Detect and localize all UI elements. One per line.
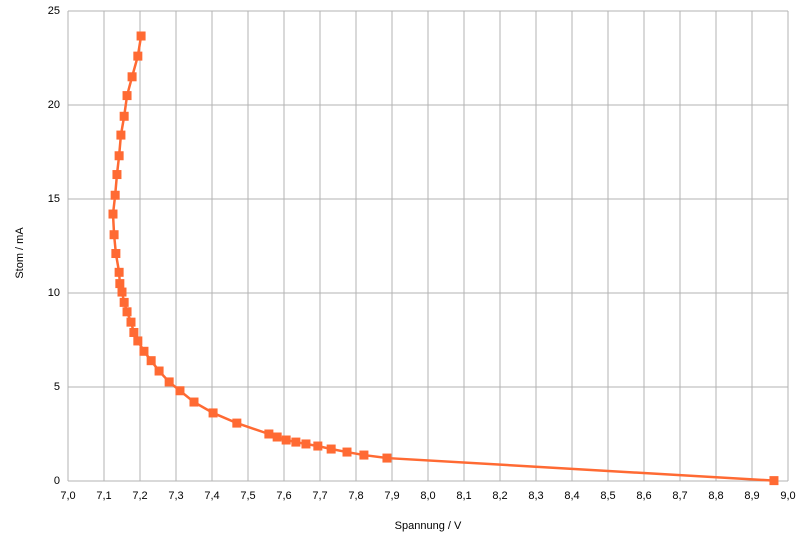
data-point: [115, 279, 125, 289]
data-point: [122, 91, 132, 101]
data-point: [126, 317, 136, 327]
x-tick-label: 8,5: [600, 490, 615, 502]
data-point: [133, 336, 143, 346]
x-tick-label: 7,7: [312, 490, 327, 502]
data-point: [164, 377, 174, 387]
y-tick-label: 15: [48, 193, 60, 205]
data-point: [382, 453, 392, 463]
data-point: [116, 130, 126, 140]
data-point: [139, 346, 149, 356]
data-point: [154, 366, 164, 376]
data-point: [133, 51, 143, 61]
data-point: [272, 432, 282, 442]
data-point: [281, 435, 291, 445]
data-point: [326, 444, 336, 454]
data-point: [342, 447, 352, 457]
data-point: [114, 151, 124, 161]
x-axis-label: Spannung / V: [395, 520, 462, 532]
x-tick-label: 9,0: [780, 490, 795, 502]
x-tick-label: 8,8: [708, 490, 723, 502]
data-point: [127, 72, 137, 82]
x-tick-label: 7,3: [168, 490, 183, 502]
data-point: [232, 418, 242, 428]
data-point: [114, 267, 124, 277]
data-point: [119, 111, 129, 121]
x-tick-label: 7,2: [132, 490, 147, 502]
data-point: [359, 450, 369, 460]
x-tick-label: 8,3: [528, 490, 543, 502]
y-tick-label: 25: [48, 5, 60, 17]
data-point: [110, 190, 120, 200]
data-point: [109, 230, 119, 240]
data-point: [175, 386, 185, 396]
x-tick-label: 7,5: [240, 490, 255, 502]
data-point: [264, 429, 274, 439]
x-tick-label: 7,4: [204, 490, 219, 502]
data-point: [146, 356, 156, 366]
y-tick-label: 10: [48, 287, 60, 299]
data-point: [189, 397, 199, 407]
x-tick-label: 7,6: [276, 490, 291, 502]
data-point: [769, 476, 779, 486]
x-tick-label: 8,0: [420, 490, 435, 502]
data-point: [108, 209, 118, 219]
data-point: [136, 31, 146, 41]
x-tick-label: 8,2: [492, 490, 507, 502]
x-tick-label: 8,9: [744, 490, 759, 502]
data-point: [129, 327, 139, 337]
y-tick-label: 20: [48, 99, 60, 111]
data-point: [122, 307, 132, 317]
x-tick-label: 8,7: [672, 490, 687, 502]
x-tick-label: 8,6: [636, 490, 651, 502]
data-point: [111, 249, 121, 259]
x-tick-label: 7,1: [96, 490, 111, 502]
y-axis-label: Stom / mA: [14, 227, 26, 279]
data-point: [208, 408, 218, 418]
data-point: [313, 441, 323, 451]
data-point: [291, 437, 301, 447]
x-tick-label: 7,9: [384, 490, 399, 502]
x-tick-label: 8,4: [564, 490, 579, 502]
x-tick-label: 8,1: [456, 490, 471, 502]
y-tick-label: 5: [54, 381, 60, 393]
x-tick-label: 7,8: [348, 490, 363, 502]
y-tick-label: 0: [54, 475, 60, 487]
data-point: [117, 287, 127, 297]
x-tick-label: 7,0: [60, 490, 75, 502]
data-point: [119, 297, 129, 307]
data-point: [112, 170, 122, 180]
data-point: [301, 439, 311, 449]
